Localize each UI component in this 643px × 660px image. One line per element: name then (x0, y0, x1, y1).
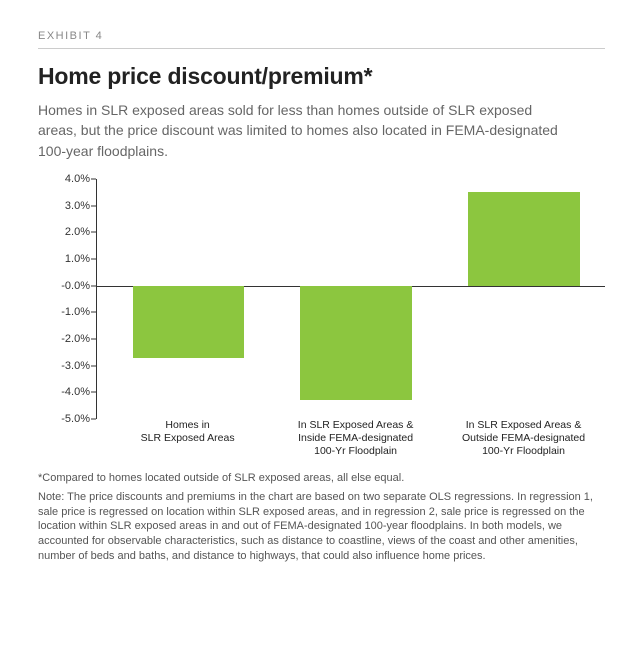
y-tick-label: 3.0% (65, 200, 90, 212)
footnote: *Compared to homes located outside of SL… (38, 471, 605, 486)
y-tick-label: -2.0% (61, 333, 90, 345)
plot-area (96, 179, 605, 419)
y-tick-label: -3.0% (61, 360, 90, 372)
bar-chart: 4.0%3.0%2.0%1.0%-0.0%-1.0%-2.0%-3.0%-4.0… (48, 179, 605, 459)
bar (468, 192, 580, 285)
bar (133, 286, 245, 358)
y-tick-label: -4.0% (61, 386, 90, 398)
x-axis-label: Homes inSLR Exposed Areas (108, 419, 268, 445)
subtitle: Homes in SLR exposed areas sold for less… (38, 100, 558, 161)
y-axis: 4.0%3.0%2.0%1.0%-0.0%-1.0%-2.0%-3.0%-4.0… (48, 179, 96, 419)
exhibit-label: EXHIBIT 4 (38, 30, 605, 42)
y-tick-label: 1.0% (65, 253, 90, 265)
y-tick-label: -1.0% (61, 306, 90, 318)
x-axis-label: In SLR Exposed Areas &Inside FEMA-design… (276, 419, 436, 458)
y-tick-label: -0.0% (61, 280, 90, 292)
x-axis-label: In SLR Exposed Areas &Outside FEMA-desig… (444, 419, 604, 458)
page-title: Home price discount/premium* (38, 63, 605, 90)
y-tick-label: 2.0% (65, 226, 90, 238)
x-axis-labels: Homes inSLR Exposed Areas In SLR Exposed … (96, 419, 605, 459)
bar (300, 286, 412, 401)
y-tick-label: 4.0% (65, 173, 90, 185)
methodology-note: Note: The price discounts and premiums i… (38, 490, 605, 564)
divider (38, 48, 605, 49)
y-tick-label: -5.0% (61, 413, 90, 425)
